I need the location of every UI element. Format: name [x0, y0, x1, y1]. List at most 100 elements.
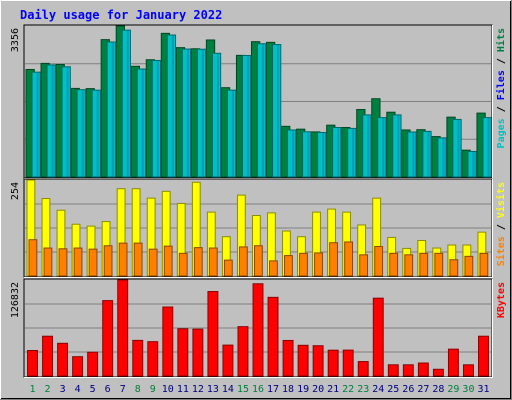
kbytes-panel-kbytes-bar [177, 328, 189, 377]
visits-panel-sites-bar [374, 246, 384, 277]
visits-panel-sites-bar [464, 255, 474, 277]
kbytes-panel-kbytes-bar [162, 306, 174, 377]
hits-panel-legend-separator: / [496, 52, 507, 70]
visits-panel-sites-bar [253, 245, 263, 277]
hits-panel-files-bar [307, 131, 310, 177]
hits-panel-files-bar [231, 90, 235, 177]
visits-panel-sites-bar [148, 248, 158, 277]
visits-panel-sites-bar [434, 252, 444, 277]
hits-panel-files-bar [457, 119, 460, 177]
hits-panel-files-bar [81, 89, 84, 177]
hits-panel-legend-files: Files [495, 70, 507, 100]
visits-panel-sites-bar [163, 245, 173, 277]
kbytes-panel-kbytes-bar [372, 297, 384, 377]
hits-panel-pages-bar [151, 59, 162, 178]
visits-panel-sites-bar [73, 247, 83, 277]
hits-panel-pages-bar [437, 137, 447, 178]
kbytes-panel-kbytes-bar [447, 348, 459, 377]
kbytes-panel-kbytes-bar [387, 364, 399, 377]
hits-panel-pages-bar [31, 71, 41, 178]
x-tick-label-day-8: 8 [135, 384, 141, 395]
hits-panel-pages-bar [46, 64, 56, 178]
hits-panel-pages-bar [241, 55, 252, 178]
kbytes-panel-kbytes-bar [132, 339, 144, 377]
hits-panel-pages-bar [106, 41, 116, 178]
kbytes-panel-kbytes-bar [102, 300, 114, 377]
hits-panel-files-bar [96, 90, 99, 177]
x-tick-label-day-5: 5 [90, 384, 96, 395]
x-tick-label-day-12: 12 [192, 384, 204, 395]
visits-panel-sites-bar [389, 252, 399, 277]
hits-panel-legend-hits: Hits [495, 28, 507, 52]
hits-panel-files-bar [111, 42, 114, 177]
x-tick-label-day-11: 11 [177, 384, 189, 395]
chart-title: Daily usage for January 2022 [20, 8, 222, 22]
hits-panel-legend-pages: Pages [496, 118, 507, 148]
x-tick-label-day-28: 28 [432, 384, 444, 395]
kbytes-panel-kbytes-bar [417, 362, 429, 377]
x-tick-label-day-29: 29 [447, 384, 459, 395]
hits-panel-files-bar [126, 30, 129, 178]
hits-panel-pages-bar [272, 44, 282, 178]
visits-panel-sites-bar [359, 254, 369, 277]
kbytes-panel-kbytes-bar [147, 341, 159, 377]
x-tick-label-day-24: 24 [372, 384, 384, 395]
hits-panel-files-bar [367, 114, 370, 177]
hits-panel-pages-bar [317, 131, 327, 178]
hits-panel-files-bar [292, 129, 295, 177]
hits-panel-files-bar [442, 137, 445, 177]
kbytes-panel-kbytes-bar [267, 296, 279, 377]
hits-panel-max-label: 3356 [10, 28, 21, 52]
hits-panel-files-bar [201, 49, 204, 177]
x-tick-label-day-15: 15 [237, 384, 249, 395]
kbytes-panel-kbytes-bar [222, 344, 234, 377]
kbytes-panel-kbytes-bar [237, 326, 249, 377]
hits-panel-pages-bar [61, 66, 71, 178]
kbytes-panel-kbytes-bar [192, 328, 204, 377]
x-tick-label-day-26: 26 [402, 384, 414, 395]
visits-panel-max-label: 254 [10, 182, 21, 200]
x-tick-label-day-19: 19 [297, 384, 309, 395]
hits-panel-pages-bar [302, 131, 312, 178]
visits-panel-sites-bar [118, 242, 128, 277]
hits-panel-files-bar [487, 117, 490, 177]
kbytes-panel-kbytes-bar [207, 291, 219, 377]
visits-panel-sites-bar [238, 246, 248, 277]
x-tick-label-day-4: 4 [75, 384, 81, 395]
visits-panel-sites-bar [208, 247, 218, 277]
visits-panel-sites-bar [299, 252, 308, 277]
x-tick-label-day-10: 10 [162, 384, 174, 395]
x-tick-label-day-18: 18 [282, 384, 294, 395]
kbytes-panel-kbytes-bar [117, 279, 129, 377]
hits-panel-pages-bar [467, 150, 477, 178]
hits-panel-files-bar [51, 64, 54, 177]
x-tick-label-day-13: 13 [207, 384, 219, 395]
hits-panel-side-legend: Pages / Files / Hits [495, 28, 507, 148]
x-tick-label-day-31: 31 [477, 384, 489, 395]
kbytes-panel-kbytes-bar [282, 339, 294, 377]
hits-panel-files-bar [246, 55, 250, 177]
hits-panel-files-bar [427, 131, 430, 177]
hits-panel-files-bar [412, 132, 415, 177]
x-tick-label-day-21: 21 [327, 384, 339, 395]
x-tick-label-day-17: 17 [267, 384, 279, 395]
kbytes-panel-kbytes-bar [342, 349, 354, 377]
hits-panel-files-bar [66, 66, 69, 177]
hits-panel-files-bar [216, 53, 220, 177]
hits-panel-files-bar [171, 35, 174, 178]
visits-panel-sites-bar [133, 242, 143, 277]
visits-panel-sites-bar [314, 252, 323, 277]
hits-panel-pages-bar [482, 117, 492, 178]
hits-panel-pages-bar [422, 130, 432, 178]
hits-panel-files-bar [262, 43, 265, 177]
hits-panel-pages-bar [256, 43, 267, 178]
hits-panel-pages-bar [121, 29, 131, 178]
x-tick-label-day-27: 27 [417, 384, 429, 395]
visits-panel-sites-bar [43, 247, 53, 277]
hits-panel-pages-bar [287, 129, 297, 178]
visits-panel-sites-bar [88, 248, 98, 277]
x-tick-label-day-2: 2 [45, 384, 51, 395]
visits-panel-sites-bar [419, 252, 429, 277]
